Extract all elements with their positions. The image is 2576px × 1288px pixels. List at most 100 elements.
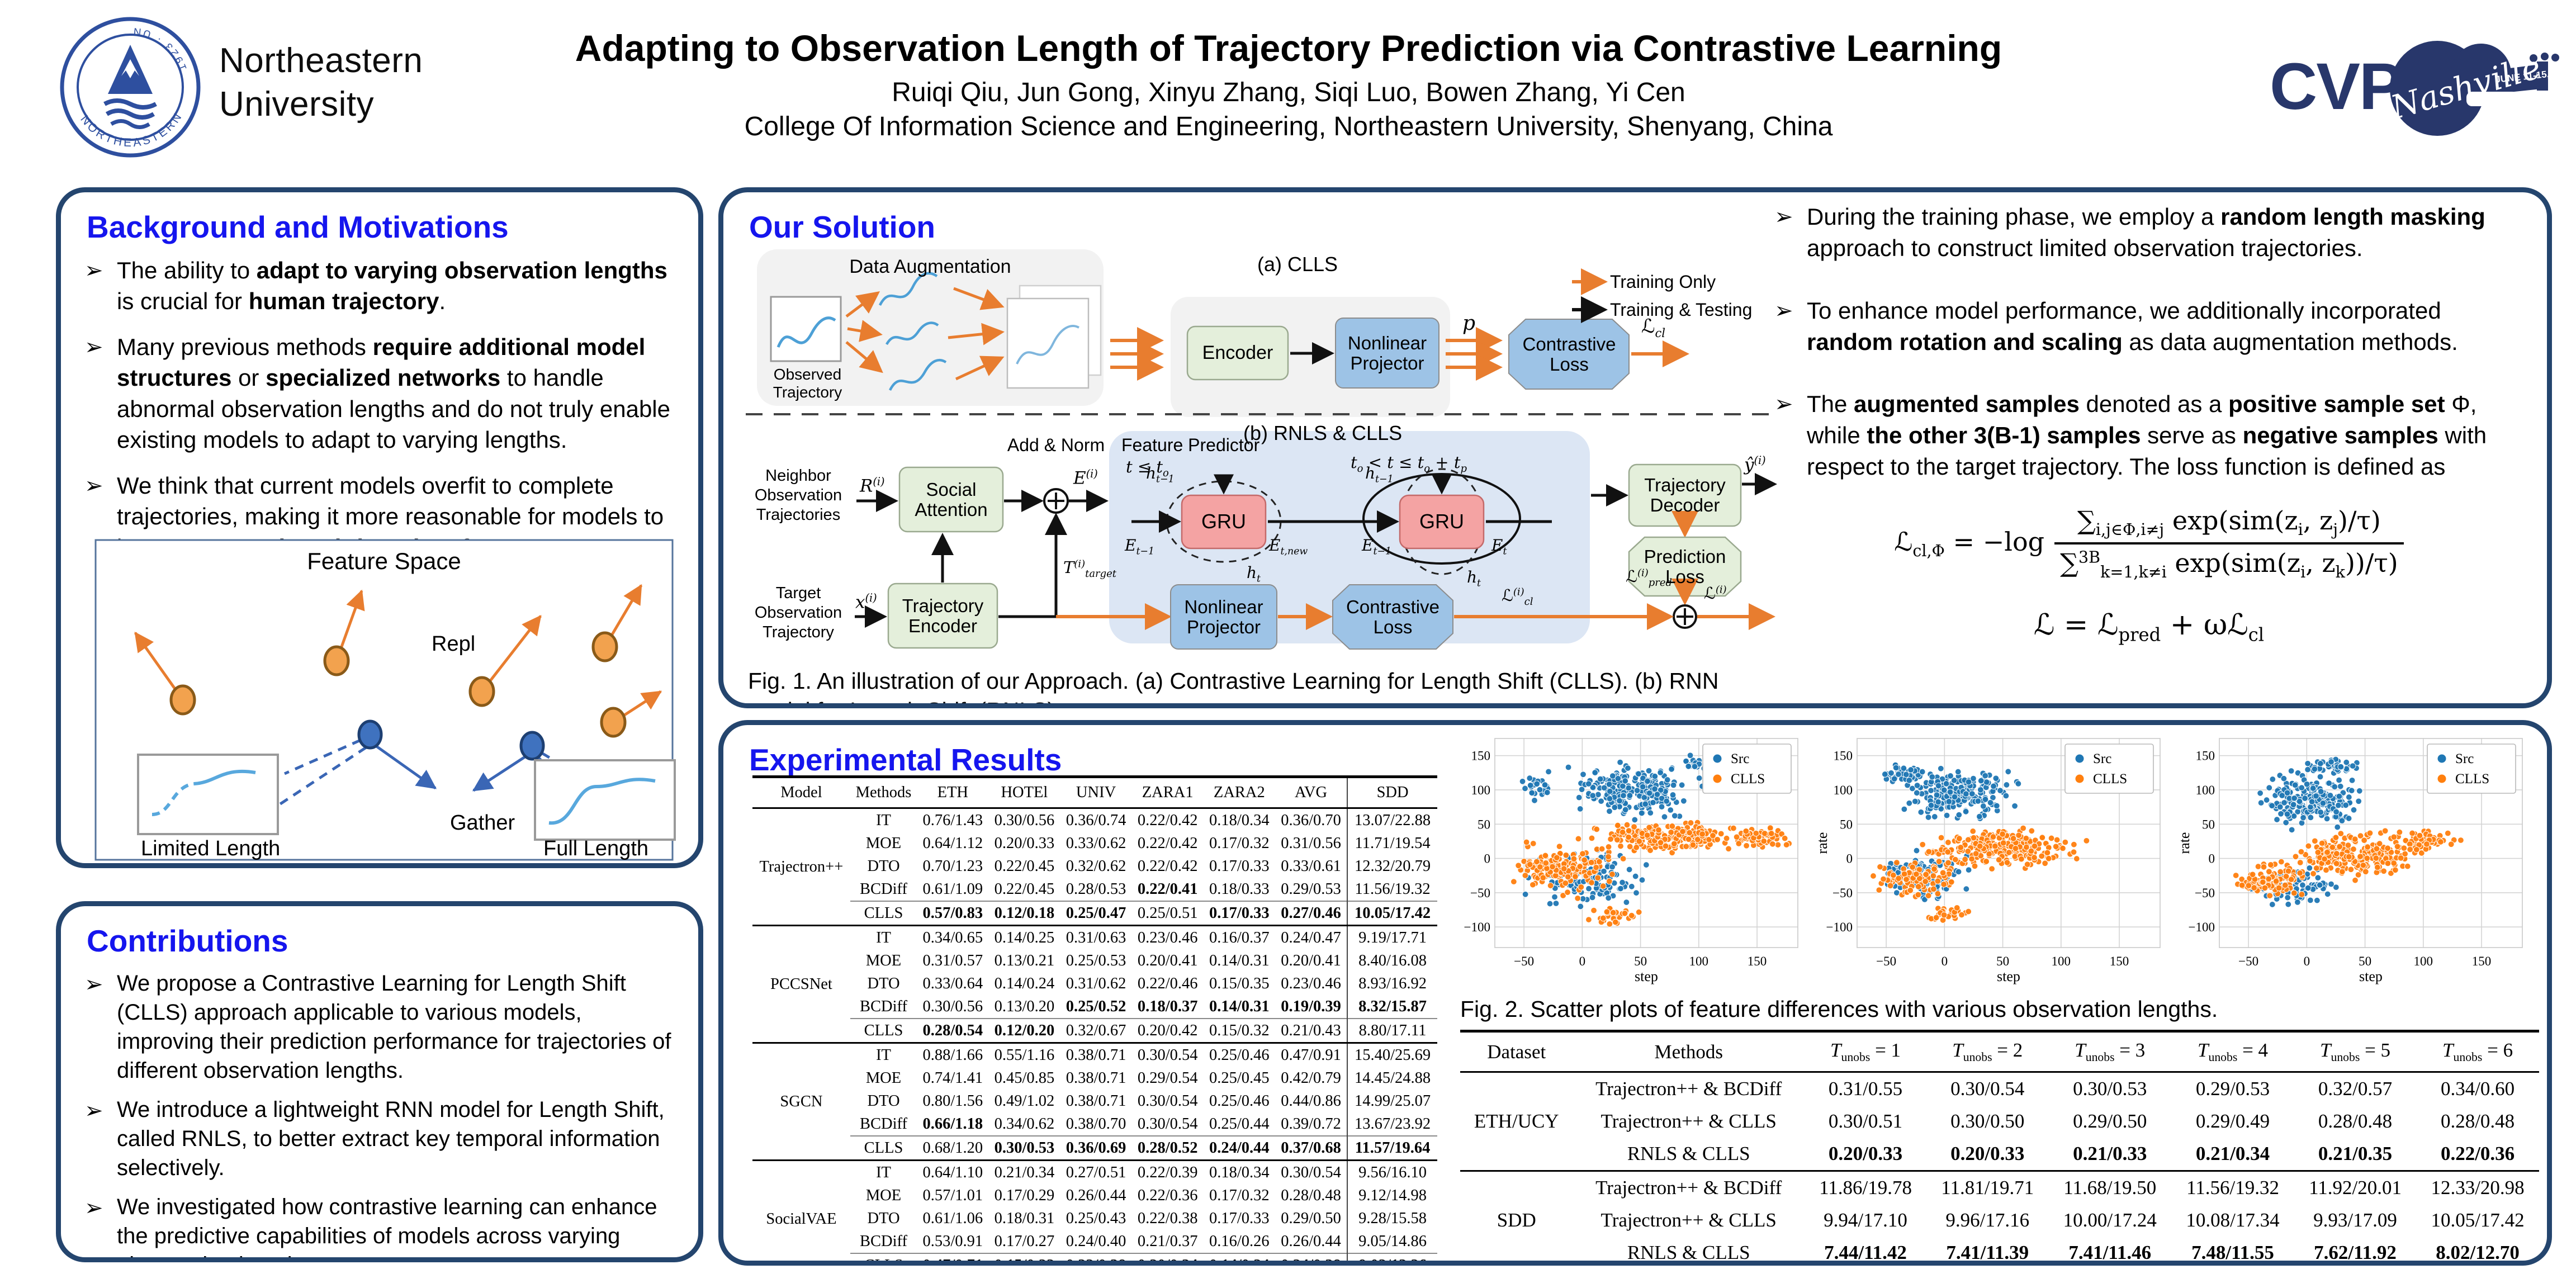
method-name: DTO: [867, 974, 900, 992]
bullet-arrow-icon: ➢: [84, 972, 103, 997]
svg-text:50: 50: [1478, 817, 1490, 831]
metric-cell: 0.28/0.48: [2440, 1110, 2515, 1132]
metric-cell: 0.38/0.71: [1060, 1042, 1132, 1067]
method-name: IT: [850, 925, 917, 949]
metric-cell: 0.80/1.56: [922, 1092, 983, 1110]
svg-text:0: 0: [2304, 954, 2310, 968]
metric-cell: 11.81/19.71: [1926, 1170, 2049, 1204]
metric-cell: 0.64/1.12: [922, 834, 983, 852]
t-range-label: to < t ≤ to + tp: [1351, 453, 1467, 475]
table1-header: Model: [752, 776, 850, 809]
table1-header: Methods: [850, 776, 917, 809]
metric-cell: 9.12/14.98: [1347, 1184, 1437, 1207]
nonlinear-projector-label: Nonlinear Projector: [1347, 332, 1427, 373]
metric-cell: 8.32/15.87: [1347, 995, 1437, 1019]
svg-text:150: 150: [1471, 749, 1491, 763]
metric-cell: 9.19/17.71: [1347, 925, 1437, 949]
data-augmentation-label: Data Augmentation: [849, 256, 1011, 277]
metric-cell: 0.17/0.33: [1209, 857, 1270, 875]
contributions-panel: Contributions ➢ We propose a Contrastive …: [56, 901, 703, 1262]
metric-cell: 0.33/0.62: [1066, 834, 1126, 852]
metric-cell: 7.41/11.46: [2068, 1242, 2152, 1263]
metric-cell: 0.25/0.44: [1209, 1115, 1270, 1133]
gru1-label: GRU: [1201, 510, 1246, 533]
full-length-label: Full Length: [543, 837, 648, 860]
svg-text:150: 150: [2472, 954, 2492, 968]
table-row: Trajectron++ & CLLS 0.30/0.51 0.30/0.50 0.2…: [1460, 1105, 2539, 1138]
metric-cell: 0.22/0.45: [994, 857, 1055, 875]
table2-header: Tunobs = 6: [2416, 1031, 2539, 1073]
table-row: RNLS & CLLS 7.44/11.42 7.41/11.39 7.41/11.4…: [1460, 1237, 2539, 1263]
svg-text:150: 150: [2196, 749, 2215, 763]
metric-cell: 0.22/0.39: [1131, 1159, 1204, 1184]
formula1-numerator: ∑i,j∈Φ,i≠j exp(sim(zi, zj)/τ): [2054, 505, 2404, 545]
positive-sample-dots: [357, 719, 545, 761]
metric-cell: 0.25/0.46: [1203, 1042, 1275, 1067]
metric-cell: 0.29/0.53: [2171, 1071, 2294, 1105]
neu-seal-logo: NORTHEASTERN 1923 · UNIVERSITY: [54, 7, 202, 159]
table-row: MOE 0.31/0.57 0.13/0.21 0.25/0.53 0.20/0.41 0…: [752, 949, 1437, 972]
metric-cell: 0.22/0.42: [1131, 807, 1204, 832]
metric-cell: 0.30/0.54: [1275, 1159, 1348, 1184]
table2-header: Tunobs = 2: [1926, 1031, 2049, 1073]
svg-text:−50: −50: [1832, 886, 1853, 900]
svg-text:50: 50: [1996, 954, 2009, 968]
metric-cell: 0.66/1.18: [922, 1115, 983, 1133]
table-row: RNLS & CLLS 0.20/0.33 0.20/0.33 0.21/0.33 0.…: [1460, 1138, 2539, 1171]
table-row: BCDiff 0.66/1.18 0.34/0.62 0.38/0.70 0.30/0.…: [752, 1112, 1437, 1136]
table-row: DTO 0.33/0.64 0.14/0.24 0.31/0.62 0.22/0.46 0…: [752, 972, 1437, 995]
metric-cell: 0.68/1.20: [917, 1135, 989, 1161]
metric-cell: 0.17/0.33: [1203, 901, 1275, 926]
metric-cell: 0.45/0.85: [994, 1069, 1055, 1087]
svg-text:100: 100: [1834, 783, 1853, 797]
results-heading: Experimental Results: [749, 742, 1062, 777]
metric-cell: 7.41/11.39: [1946, 1242, 2029, 1263]
poster-title: Adapting to Observation Length of Trajec…: [575, 27, 2002, 69]
limited-length-label: Limited Length: [141, 837, 280, 860]
metric-cell: 0.18/0.33: [1209, 880, 1270, 898]
figure1-diagram: [746, 249, 1777, 650]
bullet-arrow-icon: ➢: [1774, 298, 1793, 323]
table-row: BCDiff 0.30/0.56 0.13/0.20 0.25/0.52 0.18/0.…: [752, 995, 1437, 1019]
svg-text:100: 100: [2052, 954, 2071, 968]
method-name: CLLS: [850, 1018, 917, 1043]
bullet-text: Many previous methods require additional…: [117, 333, 670, 453]
university-name: Northeastern University: [219, 39, 423, 126]
h-t-label-a: ht: [1247, 564, 1261, 585]
method-name: DTO: [867, 1092, 900, 1110]
metric-cell: 0.14/0.31: [1209, 997, 1270, 1015]
method-name: MOE: [865, 834, 902, 852]
scatter-plot-1: −50 0 50 100 150 −100 −50 0 50 100 150 Src CLLS step: [1464, 738, 1798, 984]
method-name: BCDiff: [860, 880, 908, 898]
metric-cell: 11.92/20.01: [2294, 1170, 2417, 1204]
background-heading: Background and Motivations: [87, 210, 509, 244]
background-panel: Background and Motivations ➢ The ability …: [56, 187, 703, 868]
metric-cell: 0.20/0.42: [1131, 1018, 1204, 1043]
metric-cell: 11.56/19.32: [1347, 878, 1437, 901]
metric-cell: 0.22/0.36: [2440, 1143, 2515, 1164]
metric-cell: 0.47/0.71: [917, 1253, 989, 1261]
metric-cell: 11.57/19.64: [1347, 1135, 1437, 1161]
metric-cell: 9.93/17.09: [2313, 1209, 2397, 1231]
metric-cell: 0.18/0.34: [1203, 807, 1275, 832]
metric-cell: 0.31/0.55: [1804, 1071, 1927, 1105]
method-name: BCDiff: [860, 997, 908, 1015]
metric-cell: 0.15/0.22: [988, 1253, 1060, 1261]
metric-cell: 0.13/0.20: [994, 997, 1055, 1015]
table-row: DTO 0.70/1.23 0.22/0.45 0.32/0.62 0.22/0.42 0…: [752, 855, 1437, 878]
table-row: DTO 0.80/1.56 0.49/1.02 0.38/0.71 0.30/0.54 0…: [752, 1090, 1437, 1112]
metric-cell: 0.22/0.36: [1137, 1186, 1198, 1204]
encoder-box-label: Encoder: [1202, 342, 1273, 364]
feature-space-title: Feature Space: [307, 548, 461, 574]
metric-cell: 0.14/0.24: [1203, 1253, 1275, 1261]
dataset-name: ETH/UCY: [1460, 1071, 1573, 1171]
metric-cell: 0.20/0.41: [1137, 951, 1198, 969]
metric-cell: 0.30/0.53: [2048, 1071, 2172, 1105]
metric-cell: 0.22/0.38: [1060, 1253, 1132, 1261]
model-name: SocialVAE: [752, 1159, 850, 1261]
metric-cell: 0.31/0.57: [922, 951, 983, 969]
metric-cell: 0.34/0.60: [2416, 1071, 2539, 1105]
table-row: SDD Trajectron++ & BCDiff 11.86/19.78 11.81…: [1460, 1170, 2539, 1261]
svg-text:rate: rate: [2180, 832, 2193, 854]
metric-cell: 0.36/0.74: [1060, 807, 1132, 832]
